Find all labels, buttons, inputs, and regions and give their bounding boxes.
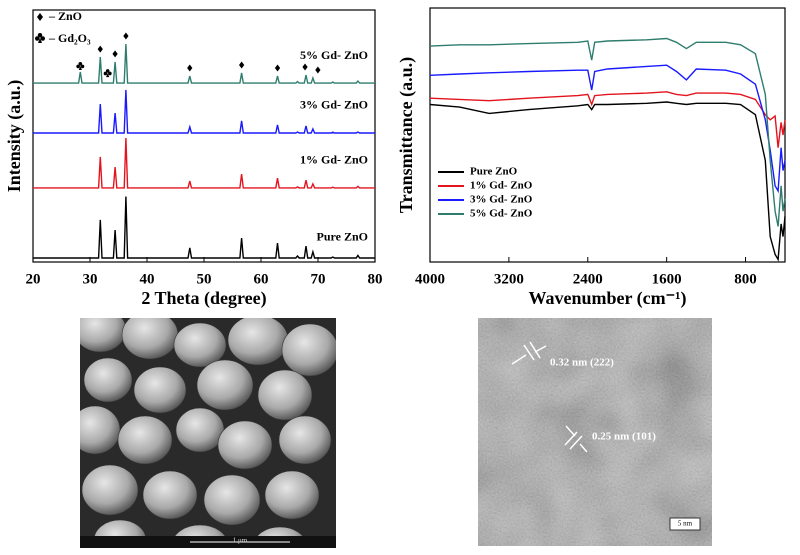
club-lobe: [37, 33, 43, 38]
x-tick-label: 60: [254, 271, 269, 287]
peak-marker: [112, 50, 118, 58]
x-tick-label: 40: [140, 271, 155, 287]
club-stem: [106, 73, 110, 78]
x-tick-label: 4000: [415, 271, 445, 287]
legend-label: 1% Gd- ZnO: [470, 180, 533, 192]
club-lobe: [80, 64, 85, 69]
club-stem: [38, 38, 42, 43]
peak-marker: [238, 61, 245, 69]
series-label: Pure ZnO: [317, 230, 368, 244]
y-axis-label: Intensity (a.u.): [4, 80, 25, 193]
plot-frame: [429, 7, 786, 263]
peak-marker: [97, 45, 103, 53]
series-line: [429, 91, 786, 148]
x-tick-label: 80: [368, 271, 383, 287]
peak-marker: [35, 33, 45, 43]
peak-marker: [274, 64, 281, 72]
peak-marker: [103, 69, 112, 78]
club-lobe: [40, 36, 45, 41]
legend-label: Pure ZnO: [470, 166, 518, 178]
x-tick-label: 3200: [494, 271, 524, 287]
peak-marker: [76, 61, 85, 70]
series-line: [33, 43, 375, 84]
series-line: [33, 196, 375, 259]
club-lobe: [105, 69, 110, 73]
club-lobe: [103, 71, 108, 76]
peak-marker: [187, 64, 193, 72]
x-axis-label: 2 Theta (degree): [141, 288, 266, 309]
club-lobe: [35, 36, 40, 41]
tem-annotation: 0.32 nm (222): [550, 357, 614, 369]
x-tick-label: 1600: [652, 271, 682, 287]
peak-marker: [123, 32, 129, 40]
series-line: [429, 101, 786, 262]
x-tick-label: 50: [197, 271, 212, 287]
legend-label: 3% Gd- ZnO: [470, 194, 533, 206]
x-tick-label: 70: [311, 271, 326, 287]
series-label: 3% Gd- ZnO: [300, 98, 368, 112]
club-lobe: [78, 61, 83, 66]
y-axis-label: Transmittance (a.u.): [396, 57, 417, 213]
scale-bar-label: 1 μm: [233, 537, 248, 545]
legend-label: 5% Gd- ZnO: [470, 208, 533, 220]
peak-marker: [37, 13, 43, 21]
scale-bar-label: 5 nm: [678, 520, 693, 528]
series-line: [33, 137, 375, 189]
legend-label: – ZnO: [48, 9, 82, 23]
series-label: 1% Gd- ZnO: [300, 153, 368, 167]
series-line: [429, 64, 786, 194]
peak-marker: [302, 63, 308, 71]
club-stem: [78, 65, 82, 70]
x-tick-label: 30: [83, 271, 98, 287]
sem-image: [80, 318, 336, 548]
series-line: [429, 37, 786, 227]
x-tick-label: 2400: [573, 271, 603, 287]
x-axis-label: Wavenumber (cm⁻¹): [528, 288, 686, 309]
series-label: 5% Gd- ZnO: [300, 48, 368, 62]
x-tick-label: 20: [26, 271, 41, 287]
tem-image: [478, 318, 712, 546]
legend-label: – Gd₂O₃: [48, 31, 91, 45]
tem-annotation: 0.25 nm (101): [592, 431, 656, 443]
club-lobe: [108, 71, 112, 76]
club-lobe: [76, 64, 80, 69]
series-line: [33, 89, 375, 134]
peak-marker: [315, 66, 321, 74]
x-tick-label: 800: [734, 271, 757, 287]
